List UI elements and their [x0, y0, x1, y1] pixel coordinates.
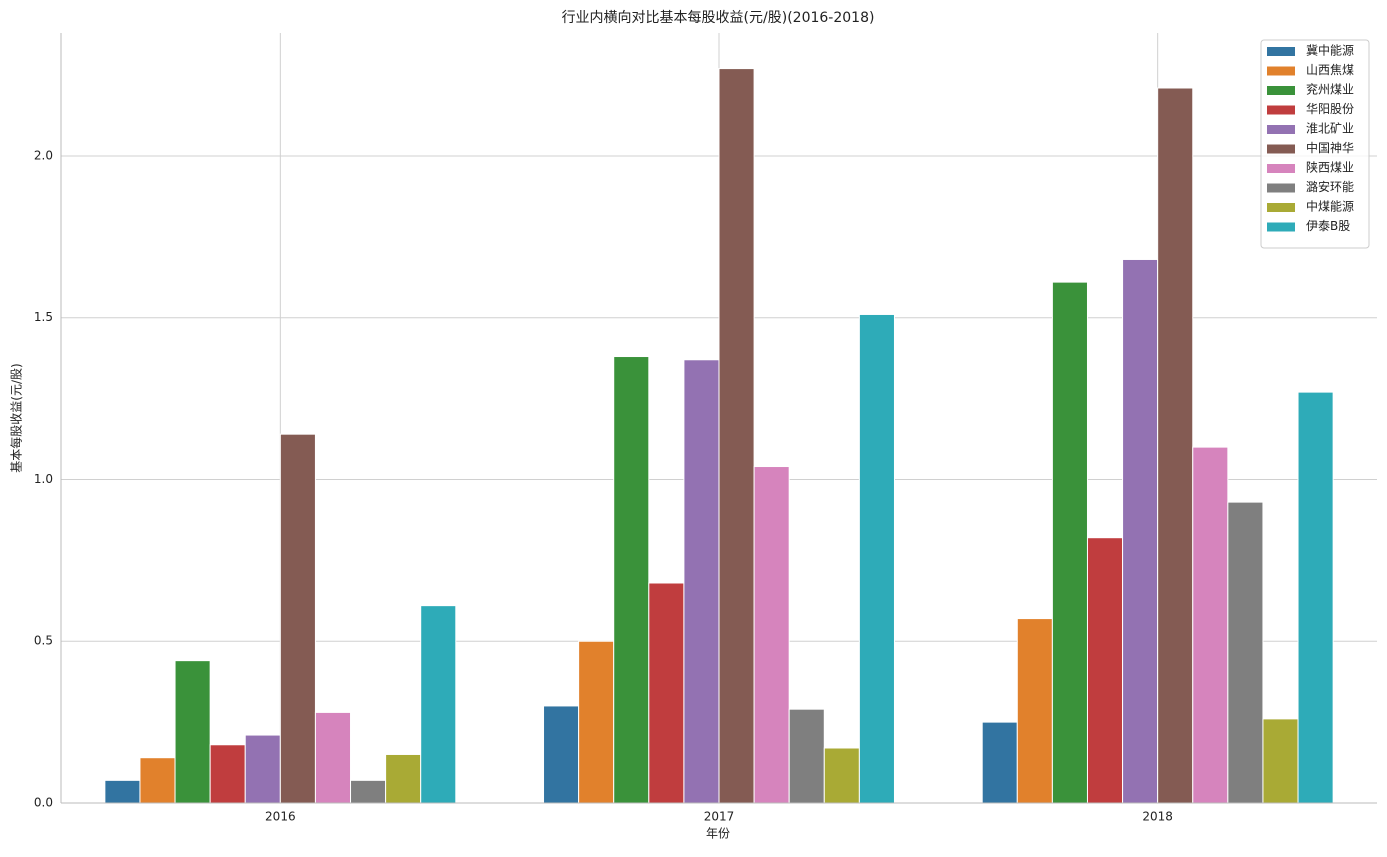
legend-label: 兖州煤业 — [1306, 82, 1354, 97]
bar — [1297, 391, 1334, 804]
legend-swatch — [1267, 125, 1295, 134]
bar — [279, 433, 316, 804]
bar — [823, 747, 860, 804]
bar — [1086, 537, 1124, 804]
legend-swatch — [1267, 105, 1295, 115]
bar — [1051, 281, 1088, 804]
legend-label: 华阳股份 — [1306, 102, 1354, 116]
legend-label: 淮北矿业 — [1306, 122, 1354, 136]
bar — [648, 582, 685, 804]
bar — [1157, 87, 1194, 804]
bar — [139, 757, 176, 804]
bar — [174, 660, 211, 804]
bar — [753, 466, 790, 804]
bar — [209, 744, 246, 804]
x-tick-label: 2017 — [704, 810, 735, 824]
bar — [1227, 501, 1264, 804]
bar — [350, 779, 387, 804]
legend-label: 伊泰B股 — [1306, 219, 1350, 233]
legend-swatch — [1267, 47, 1295, 56]
bar — [613, 356, 650, 804]
x-tick-label: 2016 — [265, 810, 296, 824]
legend-label: 陕西煤业 — [1306, 160, 1354, 175]
legend-swatch — [1267, 164, 1295, 173]
y-tick-label: 0.0 — [34, 796, 53, 810]
y-tick-label: 2.0 — [34, 148, 53, 162]
x-tick-label: 2018 — [1142, 810, 1173, 824]
legend-swatch — [1267, 86, 1295, 95]
legend-swatch — [1267, 183, 1295, 193]
y-tick-label: 1.0 — [34, 472, 53, 486]
y-tick-label: 0.5 — [34, 634, 53, 648]
bar — [1192, 446, 1229, 804]
legend-label: 中煤能源 — [1306, 199, 1354, 214]
bar — [1122, 258, 1159, 804]
y-tick-label: 1.5 — [34, 310, 53, 324]
bar — [1262, 718, 1299, 804]
legend-swatch — [1267, 222, 1295, 232]
bar — [788, 708, 825, 804]
y-axis-label: 基本每股收益(元/股) — [9, 363, 24, 472]
bar — [314, 711, 352, 804]
x-axis-label: 年份 — [706, 827, 730, 841]
chart-title: 行业内横向对比基本每股收益(元/股)(2016-2018) — [562, 9, 875, 26]
bar — [683, 359, 720, 804]
bar — [858, 313, 895, 804]
legend-label: 山西焦煤 — [1306, 63, 1354, 77]
bar — [1016, 618, 1053, 804]
bar — [420, 605, 457, 804]
bar — [104, 779, 141, 804]
legend-label: 冀中能源 — [1306, 43, 1354, 58]
legend-swatch — [1267, 144, 1295, 154]
bar — [543, 705, 580, 804]
bar — [578, 640, 615, 804]
legend-swatch — [1267, 203, 1295, 212]
legend-swatch — [1267, 66, 1295, 76]
bar — [385, 753, 422, 804]
bar — [718, 68, 755, 804]
bar — [981, 721, 1018, 804]
bar — [244, 734, 281, 804]
legend-label: 中国神华 — [1306, 140, 1354, 155]
legend-label: 潞安环能 — [1306, 179, 1354, 194]
